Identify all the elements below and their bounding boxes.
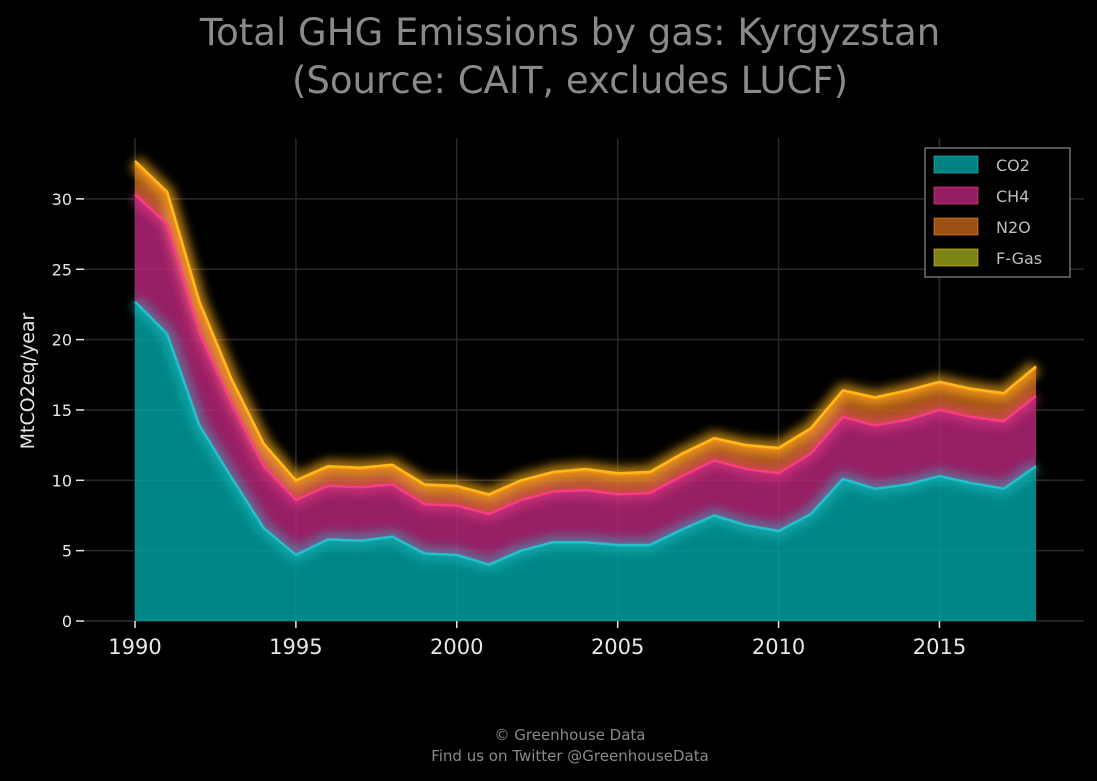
footer: © Greenhouse Data Find us on Twitter @Gr… (431, 726, 709, 765)
legend-label-f-gas: F-Gas (996, 249, 1042, 268)
x-tick-label-2005: 2005 (591, 635, 644, 659)
x-tick-label-2010: 2010 (752, 635, 805, 659)
y-tick-label-0: 0 (62, 612, 72, 631)
legend-swatch-n2o (933, 217, 979, 236)
chart-title: Total GHG Emissions by gas: Kyrgyzstan (… (199, 11, 940, 102)
legend-swatch-co2 (933, 155, 979, 174)
chart-title-line-1: Total GHG Emissions by gas: Kyrgyzstan (199, 11, 940, 54)
series-lines (134, 159, 1037, 566)
x-tick-label-2000: 2000 (430, 635, 483, 659)
y-axis-label: MtCO2eq/year (17, 312, 39, 449)
legend-label-co2: CO2 (996, 156, 1030, 175)
legend-label-n2o: N2O (996, 218, 1031, 237)
line-ch4 (134, 193, 1037, 516)
legend-label-ch4: CH4 (996, 187, 1029, 206)
legend: CO2 CH4 N2O F-Gas (924, 147, 1071, 278)
footer-copyright: © Greenhouse Data (494, 726, 645, 744)
y-tick-label-20: 20 (52, 331, 72, 350)
area-ch4 (135, 194, 1036, 565)
line-f-gas (134, 159, 1037, 496)
x-tick-label-2015: 2015 (913, 635, 966, 659)
legend-swatch-f-gas (933, 248, 979, 267)
x-axis: 1990 1995 2000 2005 2010 2015 (108, 621, 966, 659)
line-co2 (134, 300, 1037, 566)
y-tick-label-25: 25 (52, 260, 72, 279)
y-tick-label-5: 5 (62, 542, 72, 561)
chart-title-line-2: (Source: CAIT, excludes LUCF) (292, 59, 848, 102)
legend-swatch-ch4 (933, 186, 979, 205)
x-tick-label-1990: 1990 (108, 635, 161, 659)
y-tick-label-30: 30 (52, 190, 72, 209)
y-tick-label-10: 10 (52, 471, 72, 490)
y-tick-label-15: 15 (52, 401, 72, 420)
x-tick-label-1995: 1995 (269, 635, 322, 659)
y-axis: 0 5 10 15 20 25 30 (52, 190, 84, 631)
footer-twitter: Find us on Twitter @GreenhouseData (431, 747, 709, 765)
